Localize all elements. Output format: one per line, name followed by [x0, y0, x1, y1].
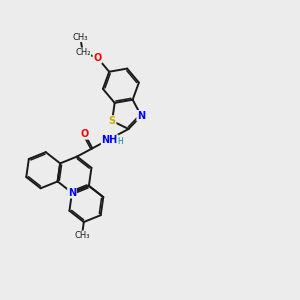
Text: CH₃: CH₃: [72, 33, 88, 42]
Text: O: O: [80, 129, 89, 139]
Text: N: N: [137, 111, 145, 121]
Text: NH: NH: [102, 135, 118, 145]
Text: H: H: [117, 137, 123, 146]
Text: N: N: [68, 188, 76, 198]
Text: CH₂: CH₂: [75, 48, 91, 57]
Text: S: S: [109, 116, 116, 126]
Text: CH₃: CH₃: [74, 231, 90, 240]
Text: O: O: [93, 53, 102, 63]
